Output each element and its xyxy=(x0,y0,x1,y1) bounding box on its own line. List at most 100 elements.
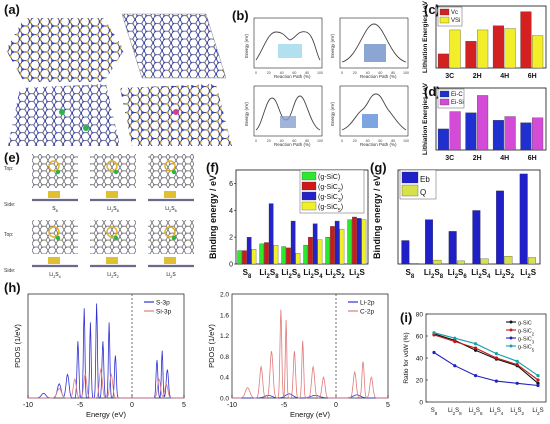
b-tick-label: 60 xyxy=(292,71,296,75)
category-label: Li2S8 xyxy=(259,268,279,280)
legend-entry: (g-SiC3) xyxy=(318,194,343,204)
legend-swatch xyxy=(401,171,419,184)
li-atom xyxy=(113,169,119,175)
category-label: 2H xyxy=(473,155,482,162)
point-g-SiC5 xyxy=(494,352,498,356)
bar-(g-SiC5)-Li2S xyxy=(361,219,367,265)
e-side-label-2: Side: xyxy=(4,268,15,274)
legend-swatch xyxy=(301,171,317,181)
category-label: Li2S6 xyxy=(469,408,483,416)
b-xlabel-1: Reaction Path (%) xyxy=(274,74,311,79)
legend: Eb Q xyxy=(399,169,437,200)
legend-swatch xyxy=(439,16,450,24)
y-tick-label: 2 xyxy=(229,235,233,242)
bar-(g-SiC2)-Li2S8 xyxy=(264,242,269,265)
defect-atom xyxy=(173,109,179,115)
x-tick-label: 5 xyxy=(386,402,390,409)
y-tick-label: 4 xyxy=(229,208,233,215)
category-label: S8 xyxy=(405,268,414,280)
b-ticks: 0 20 40 60 80 100 0 20 40 60 80 100 0 20 40 60 80 100 0 20 4… xyxy=(255,71,409,143)
legend-entry: (g-SiC) xyxy=(318,174,340,181)
bar-Ei-Si-6H xyxy=(532,117,544,151)
y-tick-label: 40 xyxy=(416,356,424,363)
chart-i-vdw: 0 20 40 60 80 S8 Li2S8 Li2S6 Li2S4 Li2S2 Li2S Ratio… xyxy=(403,312,547,416)
point-g-SiC xyxy=(474,348,478,352)
x-tick-label: 0 xyxy=(130,402,134,409)
b-tick-label: 20 xyxy=(353,71,357,75)
bar-(g-SiC)-Li2S xyxy=(347,219,353,265)
pdos-frame xyxy=(231,293,389,399)
structure-hexagonal-sheet xyxy=(6,18,124,82)
structure-sheet-with-defects xyxy=(8,84,120,146)
legend-entry: VSi xyxy=(451,18,460,24)
config-label: Li2S xyxy=(166,272,176,279)
category-label: Li2S4 xyxy=(490,408,504,416)
y-tick-label: 1.6 xyxy=(220,312,229,319)
legend: Ei-C Ei-Si xyxy=(437,88,465,109)
bar-Vc-2H xyxy=(465,41,477,69)
legend-entry: g-SiC2 xyxy=(518,328,535,336)
plot-frame xyxy=(435,5,547,69)
plot-frame xyxy=(397,169,541,265)
point-g-SiC5 xyxy=(432,331,436,335)
y-tick-label: 20 xyxy=(416,378,424,385)
bar-(g-SiC5)-Li2S8 xyxy=(273,245,279,265)
y-tick-label: 80 xyxy=(416,312,424,319)
b-tick-label: 100 xyxy=(317,71,323,75)
bar-Q-Li2S2 xyxy=(504,256,513,265)
point-g-SiC5 xyxy=(453,336,457,340)
li-atom xyxy=(113,235,119,241)
point-g-SiC3 xyxy=(515,381,519,385)
bar-Q-Li2S4 xyxy=(480,258,489,265)
b-tick-label: 0 xyxy=(255,71,257,75)
li-atom xyxy=(171,169,177,175)
category-label: Li2S4 xyxy=(471,268,491,280)
pdos-curve-S-3p xyxy=(28,303,184,399)
legend: (g-SiC) (g-SiC2)(g-SiC3)(g-SiC5) xyxy=(299,169,365,214)
bar-(g-SiC2)-Li2S xyxy=(352,216,357,265)
bar-(g-SiC2)-Li2S4 xyxy=(308,236,313,265)
category-label: Li2S4 xyxy=(303,268,323,280)
bar-Vc-3C xyxy=(437,53,449,69)
bar-(g-SiC5)-S8 xyxy=(251,249,257,265)
e-top-label-2: Top: xyxy=(4,232,13,238)
category-label: Li2S6 xyxy=(448,268,468,280)
category-label: Li2S6 xyxy=(281,268,301,280)
y-tick-label: 0.4 xyxy=(220,375,229,382)
bar-(g-SiC)-S8 xyxy=(237,250,243,265)
legend-entry: (g-SiC5) xyxy=(318,204,343,214)
point-g-SiC5 xyxy=(474,342,478,346)
adsorbate-ring xyxy=(48,160,60,172)
bar-(g-SiC3)-Li2S8 xyxy=(268,203,274,265)
b-tick-label: 80 xyxy=(305,139,309,143)
y-tick-label: 2.0 xyxy=(220,292,229,299)
pdos-curve-Li-2p xyxy=(232,393,388,399)
b-ylabel-4: Energy (eV) xyxy=(330,101,335,126)
bar-(g-SiC3)-Li2S4 xyxy=(312,223,318,265)
bar-Eb-Li2S xyxy=(519,173,528,265)
category-label: Li2S2 xyxy=(510,408,524,416)
y-tick-label: 0 xyxy=(229,262,233,269)
b-tick-label: 60 xyxy=(292,139,296,143)
pdos-curve-C-2p xyxy=(232,309,388,399)
bar-(g-SiC5)-Li2S4 xyxy=(317,239,323,265)
pdos-curve-Si-3p xyxy=(28,368,184,399)
b-ylabel-2: Energy (eV) xyxy=(330,33,335,58)
b-tick-label: 20 xyxy=(267,139,271,143)
b-tick-label: 80 xyxy=(305,71,309,75)
point-g-SiC2 xyxy=(515,363,519,367)
b-tick-label: 60 xyxy=(378,71,382,75)
bar-(g-SiC)-Li2S6 xyxy=(281,246,287,265)
defect-atom xyxy=(83,125,89,131)
bar-Eb-Li2S6 xyxy=(448,231,457,265)
panel-label-a: (a) xyxy=(4,2,20,17)
line-g-SiC xyxy=(433,333,539,384)
legend-marker xyxy=(509,320,513,324)
category-label: Li2S2 xyxy=(495,268,515,280)
legend-entry: g-SiC5 xyxy=(518,344,535,352)
panel-a-structures xyxy=(6,13,232,146)
y-axis-label: Lithiation Energies / eV xyxy=(422,82,429,155)
legend-marker xyxy=(509,344,513,348)
x-axis-label: Energy (eV) xyxy=(86,410,127,419)
bar-(g-SiC)-Li2S8 xyxy=(259,243,265,265)
